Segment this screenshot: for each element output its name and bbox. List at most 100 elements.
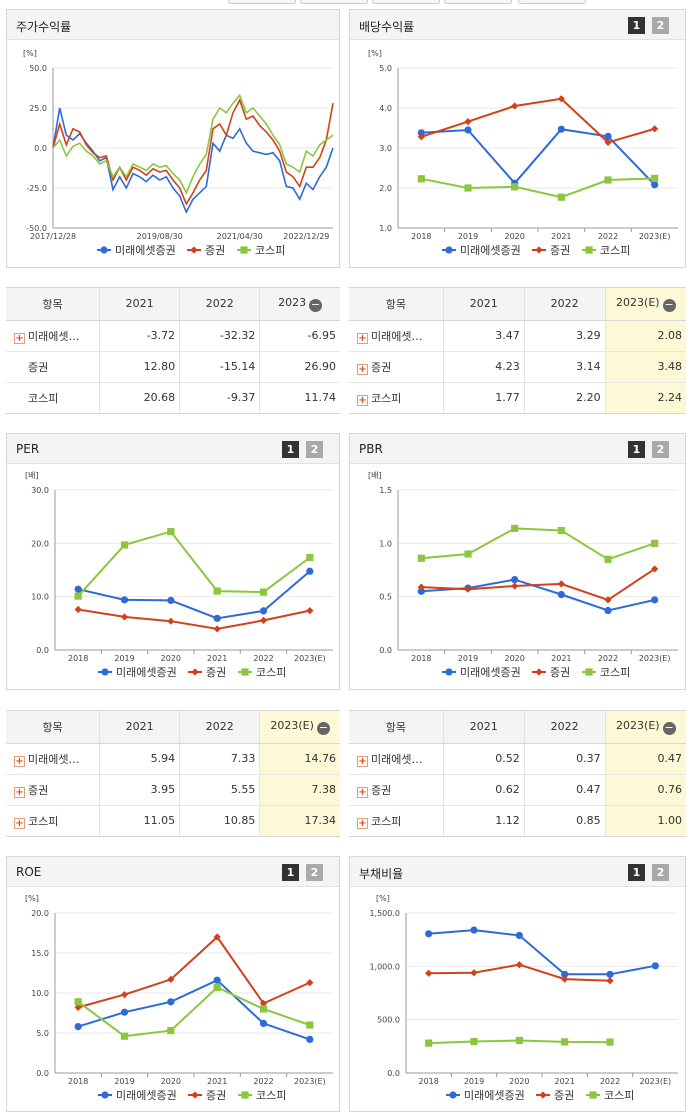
row-label[interactable]: + 미래에셋… [349,743,444,775]
expand-icon[interactable]: + [14,786,25,798]
x-tick-label: 2023(E) [639,232,671,241]
expand-icon[interactable]: + [357,394,368,406]
row-label[interactable]: + 증권 [349,351,444,383]
collapse-icon[interactable]: − [662,297,676,312]
toolbar-tab[interactable] [518,0,586,4]
column-header: 항목 [349,711,444,744]
toolbar-tab[interactable] [372,0,440,4]
data-point-kospi-2022 [259,1005,268,1013]
collapse-icon[interactable]: − [662,720,676,735]
x-tick-label: 2019 [464,1077,484,1086]
expand-icon[interactable]: + [14,817,25,829]
x-tick-label: 2020 [504,232,524,241]
column-header: 2023(E) − [604,288,686,321]
data-point-sec-2018 [425,969,433,977]
series-line-mirae [77,979,311,1041]
table-cell: 26.90 [259,351,340,383]
y-tick-label: 3.0 [379,144,392,153]
data-point-mirae-2020 [167,998,175,1006]
x-tick-label: 2018 [418,1077,438,1086]
expand-icon[interactable]: + [357,332,368,344]
data-point-sec-2019 [120,613,129,621]
page-button-1[interactable]: 1 [628,17,645,34]
x-tick-label: 2018 [411,232,431,241]
column-header: 2021 [99,288,180,321]
table-header-row: 항목 2021 2022 2023(E) − [349,288,686,321]
page-button-2[interactable]: 2 [652,17,669,34]
page-button-1[interactable]: 1 [282,864,299,881]
page-button-2[interactable]: 2 [306,441,323,458]
row-label[interactable]: + 코스피 [14,814,59,829]
data-point-kospi-2018 [74,998,82,1006]
page-button-1[interactable]: 1 [282,441,299,458]
page-button-1[interactable]: 1 [628,441,645,458]
series-line-mirae [428,929,656,976]
data-point-mirae-2018 [74,585,82,593]
y-tick-label: 2.0 [379,184,392,193]
legend-marker-mirae [445,246,453,254]
data-table: 항목 2021 2022 2023(E) − + 미래에셋… 3.47 3.29 2.08 + 증권 4… [349,288,686,413]
page-button-2[interactable]: 2 [306,864,323,881]
table-cell: 14.76 [259,743,340,775]
table-cell: 1.12 [442,805,525,836]
table-cell: 3.48 [604,351,686,383]
table-cell: 11.05 [99,805,180,836]
x-tick-label: 2021 [551,232,571,241]
table-cell: 0.47 [604,743,686,775]
row-label[interactable]: + 증권 [6,774,100,806]
panel-header: ROE 1 2 [7,857,339,887]
expand-icon[interactable]: + [14,755,25,767]
series-line-sec [420,97,655,144]
data-point-mirae-2022 [606,970,614,978]
table-cell: -6.95 [259,320,340,352]
data-point-sec-2022 [606,977,614,985]
data-point-mirae-2021 [561,970,569,978]
x-tick-label: 2020 [509,1077,529,1086]
row-label[interactable]: + 코스피 [357,391,402,406]
legend-marker-mirae [449,1091,457,1099]
series-line-sec [77,935,311,1009]
debt-ratio-chart: [%] 1,500.0 1,000.0 500.0 0.0 2018 2019 2020 202… [369,894,678,1102]
collapse-icon[interactable]: − [309,297,323,312]
x-tick-label: 2021 [207,1077,227,1086]
data-point-kospi-2019 [470,1037,478,1046]
data-point-mirae-2019 [464,126,472,134]
row-label: 증권 [6,351,100,383]
legend-label-sec: 증권 [550,244,570,257]
row-label[interactable]: + 코스피 [357,814,402,829]
expand-icon[interactable]: + [357,363,368,375]
table-cell: 3.14 [523,351,606,383]
data-point-sec-2019 [120,991,129,999]
legend-marker-kospi [241,668,249,676]
panel-debt-ratio: 부채비율 1 2 [%] 1,500.0 1,000.0 500.0 0.0 2018 20… [349,856,686,1112]
page-button-2[interactable]: 2 [652,864,669,881]
table-cell: 0.47 [523,774,606,806]
row-label: 코스피 [28,391,59,405]
panel-roe: ROE 1 2 [%] 20.0 15.0 10.0 5.0 0.0 2018 2019 202… [6,856,340,1112]
toolbar-tab[interactable] [444,0,512,4]
data-point-mirae-2018 [417,129,425,137]
expand-icon[interactable]: + [357,786,368,798]
page-button-2[interactable]: 2 [652,441,669,458]
row-label[interactable]: + 미래에셋… [349,320,444,352]
column-header: 2022 [179,288,260,321]
row-label[interactable]: + 미래에셋… [6,743,100,775]
table-row: + 코스피 1.77 2.20 2.24 [349,382,686,413]
panel-stock-return: 주가수익률 [%] 50.0 25.0 0.0 -25.0 -50.0 2017/12/28… [6,9,340,268]
collapse-icon[interactable]: − [316,720,330,735]
data-point-kospi-2023(E) [306,553,314,562]
table-cell: 2.20 [523,382,606,413]
expand-icon[interactable]: + [14,332,25,344]
y-tick-label: 25.0 [29,104,47,113]
y-axis-unit: [%] [23,49,37,58]
row-label[interactable]: + 증권 [349,774,444,806]
row-label[interactable]: + 미래에셋… [6,320,100,352]
toolbar-tab[interactable] [228,0,296,4]
expand-icon[interactable]: + [357,817,368,829]
toolbar-tab[interactable] [300,0,368,4]
data-point-sec-2023(E) [651,565,659,573]
page-button-1[interactable]: 1 [628,864,645,881]
expand-icon[interactable]: + [357,755,368,767]
legend-marker-sec [191,668,199,676]
